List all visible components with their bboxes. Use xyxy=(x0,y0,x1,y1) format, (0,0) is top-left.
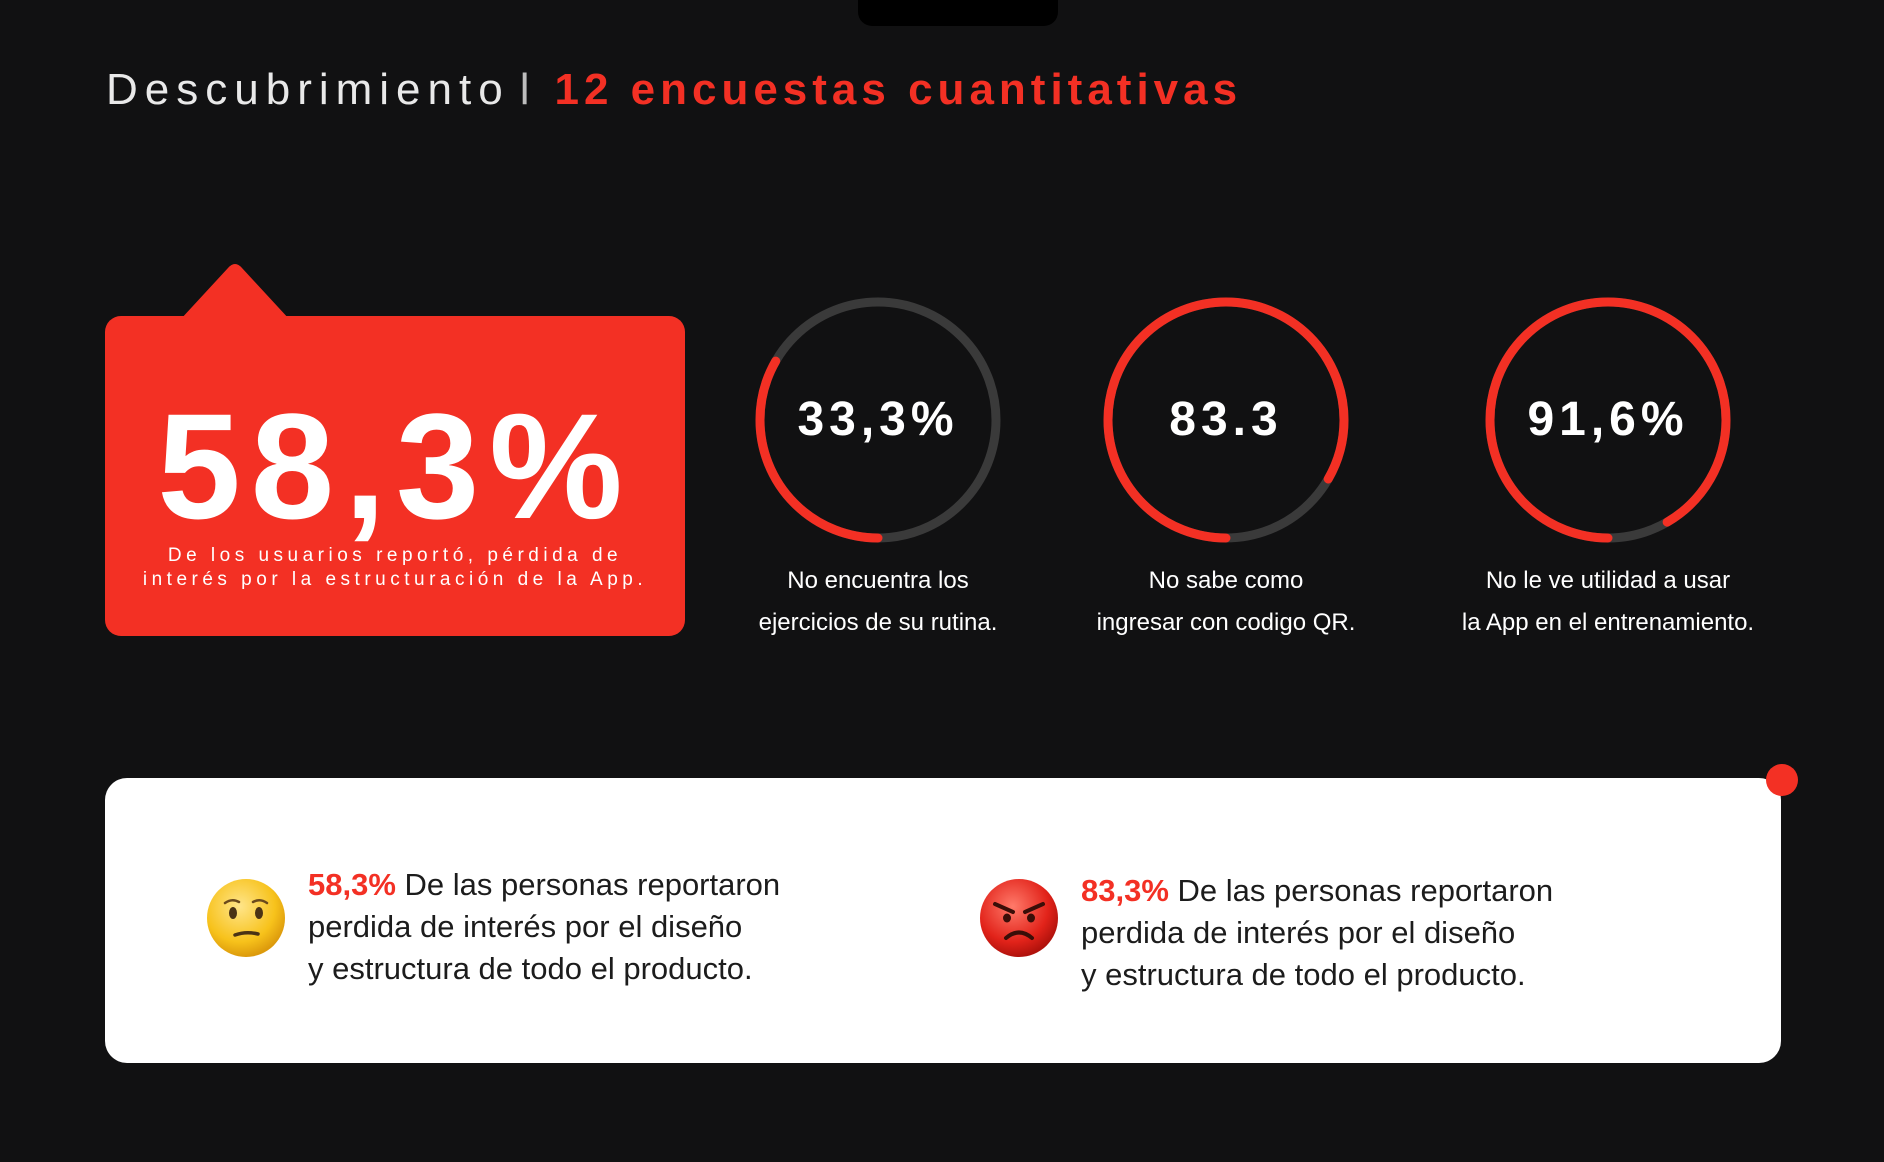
gauge-value: 91,6% xyxy=(1527,393,1689,446)
gauge-label-line-1: No encuentra los xyxy=(787,567,969,594)
finding-line-1-text: De las personas reportaron xyxy=(1168,873,1554,908)
gauge-label-line-2: ingresar con codigo QR. xyxy=(1096,609,1356,636)
highlight-line-2: interés por la estructuración de la App. xyxy=(142,569,648,590)
highlight-card: 58,3% De los usuarios reportó, pérdida d… xyxy=(105,316,685,636)
gauge-ring-1: 33,3% xyxy=(748,290,1008,550)
finding-line-1: 83,3% De las personas reportaron xyxy=(1081,870,1553,912)
finding-line-3: y estructura de todo el producto. xyxy=(1081,957,1526,992)
finding-text-1: 58,3% De las personas reportaron perdida… xyxy=(308,864,780,990)
gauge-arc xyxy=(755,297,1001,543)
gauge-label-1: No encuentra los ejercicios de su rutina… xyxy=(688,560,1068,644)
top-notch xyxy=(858,0,1058,26)
gauge-ring-2: 83.3 xyxy=(1096,290,1356,550)
gauge-value: 83.3 xyxy=(1169,393,1283,446)
finding-percent: 83,3% xyxy=(1081,873,1169,908)
finding-line-1-text: De las personas reportaron xyxy=(395,867,781,902)
angry-face-icon xyxy=(978,877,1060,959)
gauge-arc xyxy=(1103,297,1349,543)
gauge-label-3: No le ve utilidad a usar la App en el en… xyxy=(1418,560,1798,644)
title-main: Descubrimiento xyxy=(106,65,510,114)
panel-corner-dot xyxy=(1766,764,1798,796)
highlight-description: De los usuarios reportó, pérdida de inte… xyxy=(115,544,675,592)
highlight-line-1: De los usuarios reportó, pérdida de xyxy=(167,545,623,566)
finding-line-3: y estructura de todo el producto. xyxy=(308,951,753,986)
gauge-value: 33,3% xyxy=(797,393,959,446)
finding-line-1: 58,3% De las personas reportaron xyxy=(308,864,780,906)
finding-line-2: perdida de interés por el diseño xyxy=(1081,915,1516,950)
finding-line-2: perdida de interés por el diseño xyxy=(308,909,743,944)
highlight-value: 58,3% xyxy=(157,382,633,550)
gauge-label-line-2: la App en el entrenamiento. xyxy=(1461,609,1755,636)
page-title: Descubrimiento l 12 encuestas cuantitativa… xyxy=(106,64,1242,116)
gauge-arc xyxy=(1485,297,1731,543)
gauge-label-2: No sabe como ingresar con codigo QR. xyxy=(1036,560,1416,644)
confused-face-icon xyxy=(205,877,287,959)
finding-text-2: 83,3% De las personas reportaron perdida… xyxy=(1081,870,1553,996)
callout-pointer xyxy=(180,264,290,320)
finding-percent: 58,3% xyxy=(308,867,396,902)
gauge-label-line-2: ejercicios de su rutina. xyxy=(758,609,998,636)
title-accent: 12 encuestas cuantitativas xyxy=(554,65,1243,114)
title-separator: l xyxy=(519,65,537,114)
gauge-label-line-1: No sabe como xyxy=(1148,567,1304,594)
gauge-ring-3: 91,6% xyxy=(1478,290,1738,550)
findings-panel xyxy=(105,778,1781,1063)
gauge-label-line-1: No le ve utilidad a usar xyxy=(1485,567,1731,594)
